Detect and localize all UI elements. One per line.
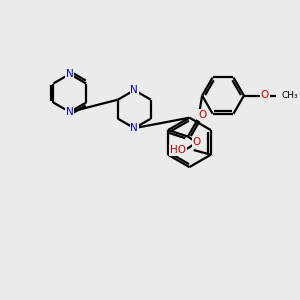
Text: N: N [66,107,74,117]
Text: O: O [198,110,206,120]
Text: HO: HO [170,145,186,155]
Text: N: N [130,123,138,133]
Text: CH₃: CH₃ [282,91,298,100]
Text: O: O [192,137,201,147]
Text: N: N [66,69,74,79]
Text: O: O [261,90,269,100]
Text: N: N [130,85,138,95]
